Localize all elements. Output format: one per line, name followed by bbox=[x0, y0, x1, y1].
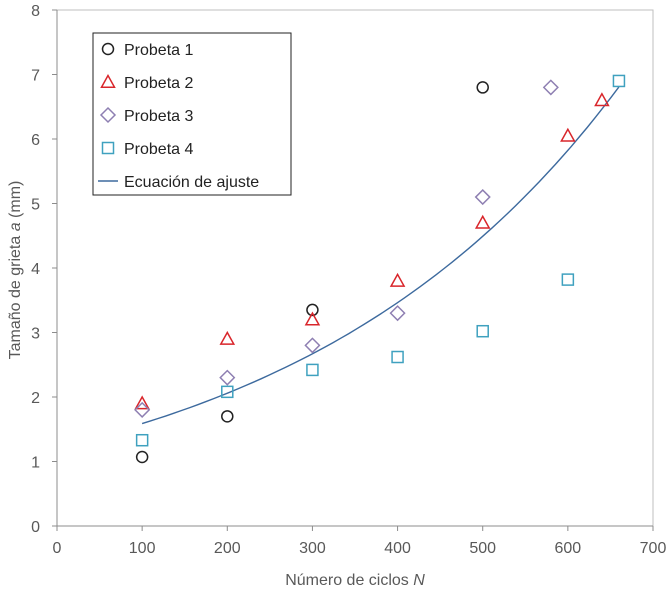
data-marks bbox=[134, 74, 626, 464]
y-tick-label: 6 bbox=[31, 132, 40, 149]
probeta-4-point bbox=[476, 324, 489, 338]
y-tick-label: 2 bbox=[31, 390, 40, 407]
probeta-3-point bbox=[389, 305, 406, 322]
legend-swatch-probeta-2 bbox=[100, 73, 116, 88]
legend-label-probeta-1: Probeta 1 bbox=[124, 42, 193, 59]
axes: 0 100 200 300 400 500 600 700 0 1 2 3 4 5 6 7 8 bbox=[31, 3, 666, 557]
x-axis-title-text: Número de ciclos bbox=[285, 572, 413, 589]
probeta-1-point bbox=[476, 81, 489, 94]
y-axis-title-text: Tamaño de grieta bbox=[7, 231, 24, 359]
probeta-4-point bbox=[391, 350, 404, 364]
probeta-1-point bbox=[135, 450, 149, 464]
x-tick-label: 100 bbox=[129, 540, 156, 557]
x-tick-label: 0 bbox=[53, 540, 62, 557]
legend-label-probeta-2: Probeta 2 bbox=[124, 75, 193, 92]
x-tick-label: 700 bbox=[640, 540, 667, 557]
x-tick-label: 300 bbox=[299, 540, 326, 557]
x-tick-label: 600 bbox=[555, 540, 582, 557]
y-tick-label: 4 bbox=[31, 261, 40, 278]
legend: Probeta 1 Probeta 2 Probeta 3 Probeta 4 Ecua… bbox=[92, 32, 292, 196]
y-axis-title: Tamaño de grieta a (mm) bbox=[7, 181, 24, 360]
probeta-3-point bbox=[542, 79, 559, 96]
probeta-3-point bbox=[304, 337, 321, 354]
x-tick-label: 500 bbox=[469, 540, 496, 557]
probeta-3-point bbox=[219, 369, 236, 386]
y-tick-label: 5 bbox=[31, 197, 40, 214]
y-tick-label: 0 bbox=[31, 519, 40, 536]
legend-swatch-probeta-4 bbox=[101, 141, 115, 155]
y-axis-title-unit: (mm) bbox=[7, 181, 24, 223]
x-tick-label: 400 bbox=[384, 540, 411, 557]
legend-swatch-probeta-1 bbox=[101, 42, 115, 56]
probeta-2-point bbox=[560, 127, 576, 142]
probeta-1-point bbox=[306, 303, 319, 317]
probeta-2-point bbox=[474, 214, 491, 229]
probeta-4-point bbox=[306, 363, 319, 377]
y-tick-label: 1 bbox=[31, 455, 40, 472]
x-tick-label: 200 bbox=[214, 540, 241, 557]
y-axis-title-variable: a bbox=[7, 222, 24, 231]
probeta-4-point bbox=[135, 433, 149, 447]
probeta-2-point bbox=[594, 92, 610, 107]
legend-label-probeta-3: Probeta 3 bbox=[124, 108, 193, 125]
probeta-3-point bbox=[134, 401, 151, 418]
probeta-4-point bbox=[561, 273, 575, 286]
probeta-3-point bbox=[474, 188, 491, 206]
probeta-4-point bbox=[612, 74, 626, 88]
x-axis-title-variable: N bbox=[413, 572, 425, 589]
probeta-1-point bbox=[221, 410, 234, 423]
probeta-2-point bbox=[134, 395, 150, 410]
y-tick-label: 7 bbox=[31, 68, 40, 85]
probeta-2-point bbox=[219, 330, 236, 345]
legend-label-ecuaci-n-de-ajuste: Ecuación de ajuste bbox=[124, 174, 259, 191]
legend-swatch-probeta-3 bbox=[99, 106, 117, 124]
legend-box bbox=[92, 32, 292, 196]
probeta-2-point bbox=[389, 272, 406, 287]
probeta-2-point bbox=[304, 311, 321, 326]
legend-label-probeta-4: Probeta 4 bbox=[124, 141, 193, 158]
y-tick-label: 8 bbox=[31, 3, 40, 20]
probeta-4-point bbox=[221, 385, 234, 399]
y-tick-label: 3 bbox=[31, 326, 40, 343]
x-axis-title: Número de ciclos N bbox=[285, 572, 425, 589]
